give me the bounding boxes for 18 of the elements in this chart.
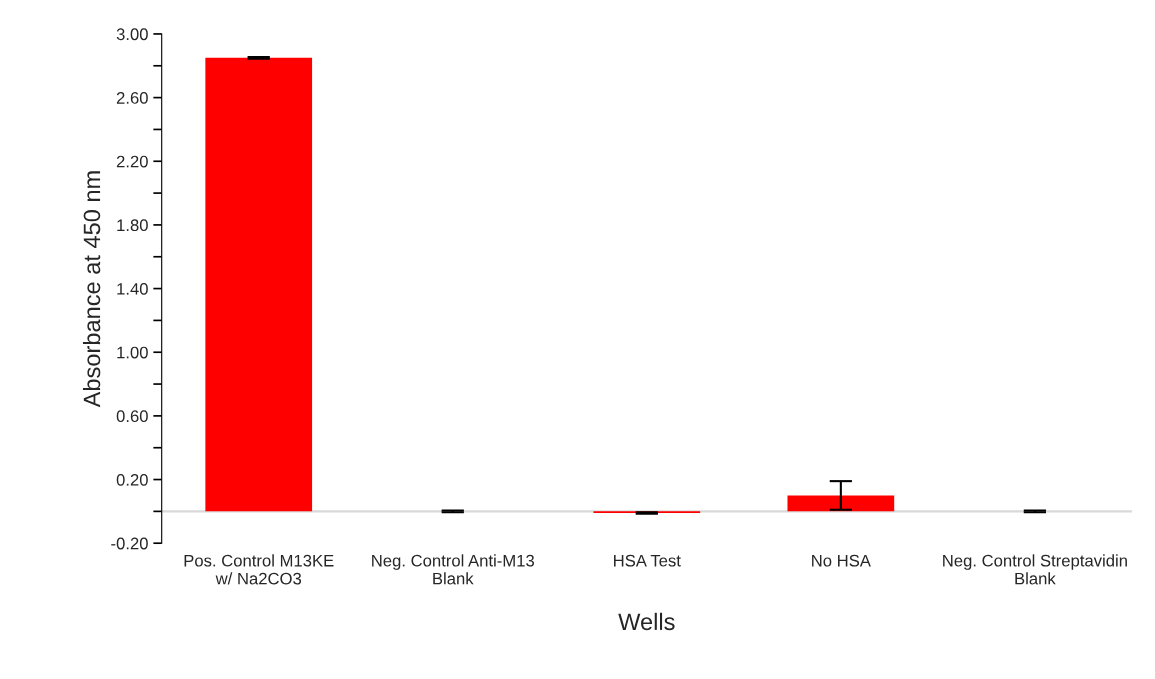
x-tick-label: No HSA <box>812 554 871 567</box>
y-axis-title: Absorbance at 450 nm <box>82 171 101 408</box>
bar <box>787 495 895 512</box>
y-tick-label: 3.00 <box>116 28 148 41</box>
x-tick-label: Neg. Control Anti-M13 Blank <box>372 554 535 585</box>
y-tick-label: -0.20 <box>111 537 148 550</box>
y-tick-label: 2.20 <box>116 155 148 168</box>
y-tick-label: 1.40 <box>117 282 148 295</box>
x-axis-title: Wells <box>618 612 675 631</box>
y-tick-label: 2.60 <box>116 92 148 104</box>
x-tick-label: HSA Test <box>614 554 681 567</box>
y-tick-label: 1.80 <box>117 219 148 232</box>
x-tick-label: Pos. Control M13KE w/ Na2CO3 <box>184 554 334 585</box>
bar <box>205 57 313 512</box>
y-tick-label: 1.00 <box>117 346 148 359</box>
y-tick-label: 0.20 <box>116 473 148 486</box>
x-tick-label: Neg. Control Streptavidin Blank <box>943 554 1127 585</box>
y-tick-label: 0.60 <box>116 410 148 423</box>
